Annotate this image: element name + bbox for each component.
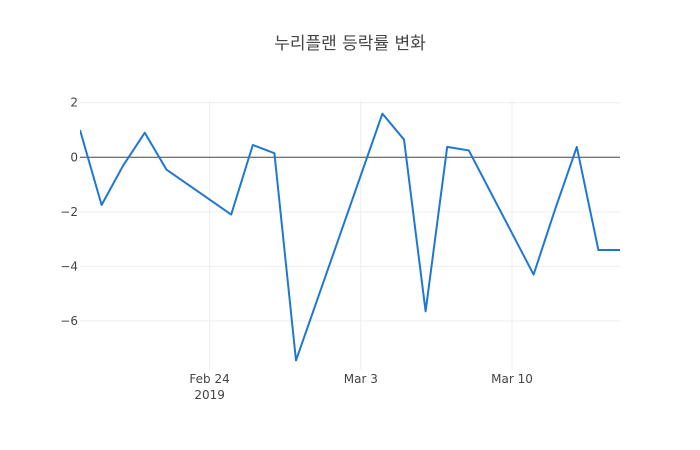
y-tick-label: 2 <box>70 96 78 110</box>
x-tick-label: Mar 10 <box>491 372 533 386</box>
axis-layer: 2 0 −2 −4 −6 Feb 24 2019 Mar 3 Mar 10 <box>60 96 620 402</box>
x-tick-sublabel: 2019 <box>194 388 225 402</box>
series-line <box>80 112 620 362</box>
grid-layer <box>80 100 620 370</box>
chart-title: 누리플랜 등락률 변화 <box>274 34 426 54</box>
y-tick-label: −4 <box>60 259 78 273</box>
y-tick-label: −6 <box>60 314 78 328</box>
y-tick-label: −2 <box>60 205 78 219</box>
series-layer <box>80 112 620 362</box>
x-tick-label: Feb 24 <box>189 372 229 386</box>
y-tick-label: 0 <box>70 150 78 164</box>
x-tick-label: Mar 3 <box>344 372 378 386</box>
